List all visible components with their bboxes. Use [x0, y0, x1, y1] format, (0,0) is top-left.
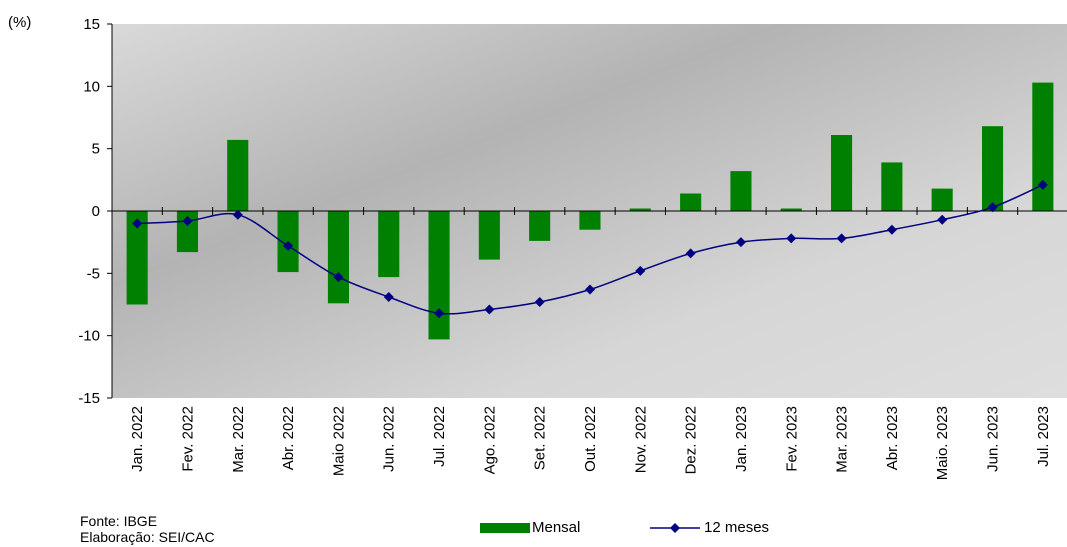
point-12-meses-15 — [886, 224, 897, 235]
x-tick-label: Jul. 2023 — [1035, 406, 1052, 467]
point-12-meses-0 — [132, 218, 143, 229]
y-tick-label: -15 — [78, 390, 100, 407]
line-layer — [132, 179, 1048, 319]
bar-mensal-8 — [529, 211, 551, 241]
point-12-meses-16 — [937, 214, 948, 225]
bar-mensal-2 — [227, 139, 249, 211]
x-tick-label: Set. 2022 — [532, 406, 549, 470]
point-12-meses-2 — [232, 209, 243, 220]
point-12-meses-17 — [987, 202, 998, 213]
legend-label-mensal: Mensal — [532, 519, 581, 536]
point-12-meses-12 — [735, 237, 746, 248]
point-12-meses-9 — [585, 284, 595, 295]
y-axis-label: (%) — [8, 14, 31, 31]
point-12-meses-3 — [283, 240, 294, 251]
x-tick-label: Maio. 2023 — [934, 406, 951, 480]
legend-label-12-meses: 12 meses — [704, 519, 770, 536]
x-tick-label: Mar. 2023 — [834, 406, 851, 473]
y-tick-label: 0 — [92, 203, 100, 220]
credit-note: Elaboração: SEI/CAC — [80, 529, 215, 545]
bar-mensal-17 — [982, 126, 1004, 211]
x-tick-label: Out. 2022 — [582, 406, 599, 472]
bar-mensal-7 — [478, 211, 500, 260]
bar-mensal-14 — [831, 135, 853, 211]
source-note: Fonte: IBGE — [80, 513, 158, 529]
labels-layer: 15 10 5 0 -5 -10 -15 Jan. 2022 Fev. 2022 Mar. 202… — [78, 16, 1052, 480]
bar-mensal-16 — [931, 188, 953, 211]
bar-mensal-15 — [881, 162, 903, 211]
bar-mensal-13 — [780, 208, 802, 211]
bar-mensal-5 — [378, 211, 400, 278]
x-tick-label: Fev. 2022 — [179, 406, 196, 472]
y-tick-label: -10 — [78, 328, 100, 345]
point-12-meses-8 — [534, 297, 545, 308]
point-12-meses-4 — [333, 272, 344, 283]
legend-line-12-meses — [650, 522, 700, 533]
y-tick-label: 5 — [92, 141, 100, 158]
x-tick-label: Abr. 2023 — [884, 406, 901, 470]
x-tick-label: Jan. 2023 — [733, 406, 750, 472]
point-12-meses-7 — [484, 304, 495, 315]
x-tick-label: Ago. 2022 — [481, 406, 498, 474]
x-tick-label: Mar. 2022 — [230, 406, 247, 473]
bar-mensal-6 — [428, 211, 450, 340]
x-tick-label: Jun. 2022 — [381, 406, 398, 472]
x-tick-label: Jun. 2023 — [985, 406, 1002, 472]
bar-mensal-11 — [680, 193, 702, 211]
point-12-meses-5 — [383, 292, 394, 303]
x-tick-label: Jan. 2022 — [129, 406, 146, 472]
bar-mensal-0 — [126, 211, 148, 305]
y-tick-label: -5 — [87, 265, 100, 282]
legend-swatch-mensal — [480, 522, 530, 533]
point-12-meses-6 — [434, 308, 445, 319]
y-tick-label: 10 — [83, 78, 100, 95]
point-12-meses-10 — [635, 265, 646, 276]
bar-mensal-4 — [327, 211, 349, 304]
bar-mensal-18 — [1032, 82, 1054, 211]
x-tick-label: Dez. 2022 — [683, 406, 700, 474]
x-tick-label: Abr. 2022 — [280, 406, 297, 470]
point-12-meses-13 — [786, 233, 797, 244]
bar-mensal-10 — [629, 208, 651, 211]
bar-mensal-9 — [579, 211, 601, 230]
x-tick-label: Jul. 2022 — [431, 406, 448, 467]
x-tick-label: Maio 2022 — [330, 406, 347, 476]
point-12-meses-18 — [1037, 179, 1048, 190]
legend-item-mensal: Mensal — [480, 519, 580, 536]
legend-item-12-meses: 12 meses — [650, 519, 769, 536]
point-12-meses-11 — [685, 248, 696, 259]
bar-mensal-12 — [730, 171, 752, 211]
axes-layer — [107, 23, 1067, 399]
y-tick-label: 15 — [83, 16, 100, 33]
point-12-meses-1 — [182, 215, 193, 226]
x-tick-label: Fev. 2023 — [783, 406, 800, 472]
x-tick-label: Nov. 2022 — [632, 406, 649, 473]
point-12-meses-14 — [836, 233, 847, 244]
